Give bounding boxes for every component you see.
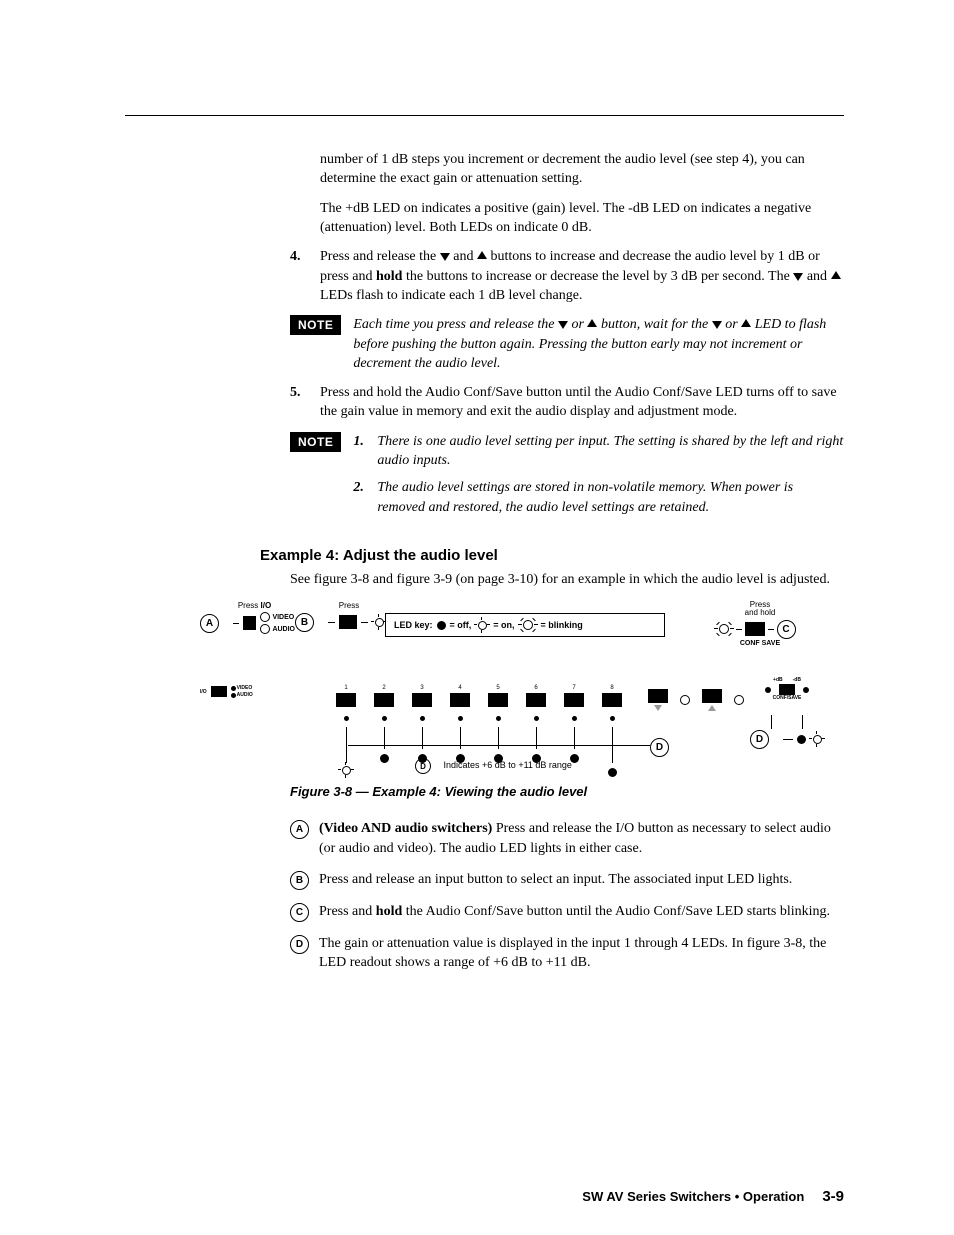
figure-3-8: Press I/O A VIDEO AUDIO Press B xyxy=(200,601,840,770)
step-4: 4. Press and release the and buttons to … xyxy=(290,247,844,305)
conf-save-button-icon xyxy=(745,622,765,636)
triangle-up-icon xyxy=(587,319,597,327)
circle-letter-a: A xyxy=(200,614,219,633)
circle-letter-d: D xyxy=(650,738,669,757)
io-button-icon xyxy=(243,616,257,630)
triangle-down-icon xyxy=(440,253,450,261)
triangle-up-icon xyxy=(831,271,841,279)
input-column: 8 xyxy=(601,685,623,780)
input-column: 2 xyxy=(373,685,395,780)
example-paragraph: See figure 3-8 and figure 3-9 (on page 3… xyxy=(290,570,844,589)
led-blinking-icon xyxy=(715,622,733,636)
paragraph: number of 1 dB steps you increment or de… xyxy=(320,150,844,189)
note-2: NOTE 1.There is one audio level setting … xyxy=(290,432,844,525)
page-footer: SW AV Series Switchers • Operation3-9 xyxy=(582,1188,844,1205)
step-d: D The gain or attenuation value is displ… xyxy=(290,934,844,973)
note-1: NOTE Each time you press and release the… xyxy=(290,315,844,373)
input-button-icon xyxy=(339,615,357,629)
led-on-icon xyxy=(372,615,385,629)
paragraph: The +dB LED on indicates a positive (gai… xyxy=(320,199,844,238)
note-badge: NOTE xyxy=(290,315,341,335)
figure-caption: Figure 3-8 — Example 4: Viewing the audi… xyxy=(290,784,844,799)
input-column: 1 xyxy=(335,685,357,780)
triangle-down-icon xyxy=(793,273,803,281)
note-badge: NOTE xyxy=(290,432,341,452)
example-heading: Example 4: Adjust the audio level xyxy=(260,547,844,564)
led-off-icon xyxy=(437,621,446,630)
triangle-down-icon xyxy=(558,321,568,329)
up-down-panel xyxy=(648,689,744,711)
step-a: A (Video AND audio switchers) Press and … xyxy=(290,819,844,858)
triangle-down-icon xyxy=(712,321,722,329)
led-blinking-icon xyxy=(519,618,537,632)
io-mini-panel: I/O VIDEO AUDIO xyxy=(200,685,260,698)
step-b: B Press and release an input button to s… xyxy=(290,870,844,890)
circle-letter-b: B xyxy=(295,613,314,632)
circle-letter-c: C xyxy=(777,620,796,639)
step-5: 5. Press and hold the Audio Conf/Save bu… xyxy=(290,383,844,422)
triangle-up-icon xyxy=(741,319,751,327)
led-on-icon xyxy=(475,618,489,632)
led-key-legend: LED key: = off, = on, = blinking xyxy=(385,613,665,637)
conf-save-mini: +dB -dB CONF/SAVE D xyxy=(750,677,824,749)
circle-letter-d: D xyxy=(750,730,769,749)
triangle-up-icon xyxy=(477,251,487,259)
d-range-label: D Indicates +6 dB to +11 dB range xyxy=(415,757,572,774)
step-c: C Press and hold the Audio Conf/Save but… xyxy=(290,902,844,922)
